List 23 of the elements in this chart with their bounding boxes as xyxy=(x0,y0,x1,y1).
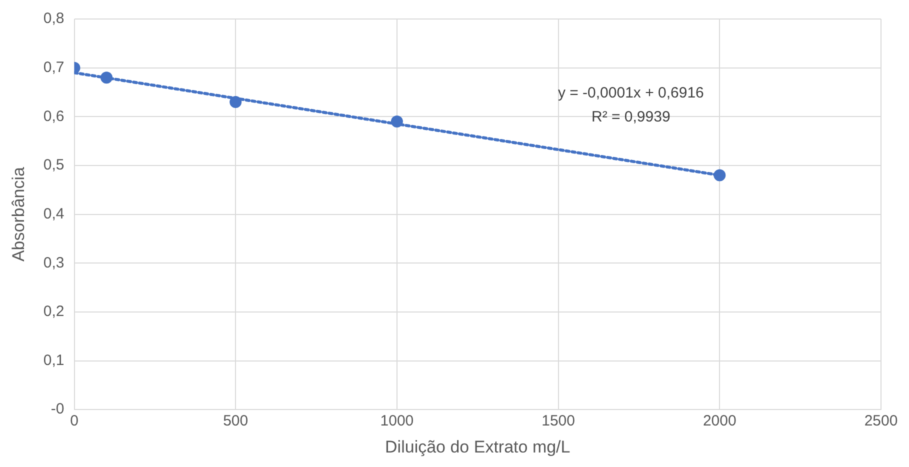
annotation: y = -0,0001x + 0,6916 xyxy=(558,84,704,102)
point xyxy=(714,169,726,182)
y-tick-label: 0,1 xyxy=(43,352,64,369)
x-tick-label: 500 xyxy=(223,412,248,430)
y-tick-label: 0,4 xyxy=(43,205,64,222)
y-tick-label: 0,6 xyxy=(43,108,64,125)
point xyxy=(390,116,403,128)
y-tick-label: 0,8 xyxy=(43,10,64,28)
x-tick-label: 1500 xyxy=(542,412,575,430)
y-tick-label: 0,2 xyxy=(43,303,64,320)
x-tick-label: 1000 xyxy=(380,412,414,430)
annotation: R² = 0,9939 xyxy=(592,108,670,126)
y-tick-label: 0,3 xyxy=(43,254,64,272)
point xyxy=(100,72,113,84)
x-tick-label: 0 xyxy=(70,412,78,430)
x-tick-label: 2000 xyxy=(702,412,736,430)
x-tick-label: 2500 xyxy=(864,412,898,430)
point xyxy=(230,96,242,108)
y-tick-label: -0 xyxy=(50,400,64,418)
y-axis-title: Absorbância xyxy=(8,166,28,262)
y-tick-label: 0,7 xyxy=(43,58,64,76)
x-axis-title: Diluição do Extrato mg/L xyxy=(385,437,570,456)
y-tick-label: 0,5 xyxy=(43,156,64,174)
